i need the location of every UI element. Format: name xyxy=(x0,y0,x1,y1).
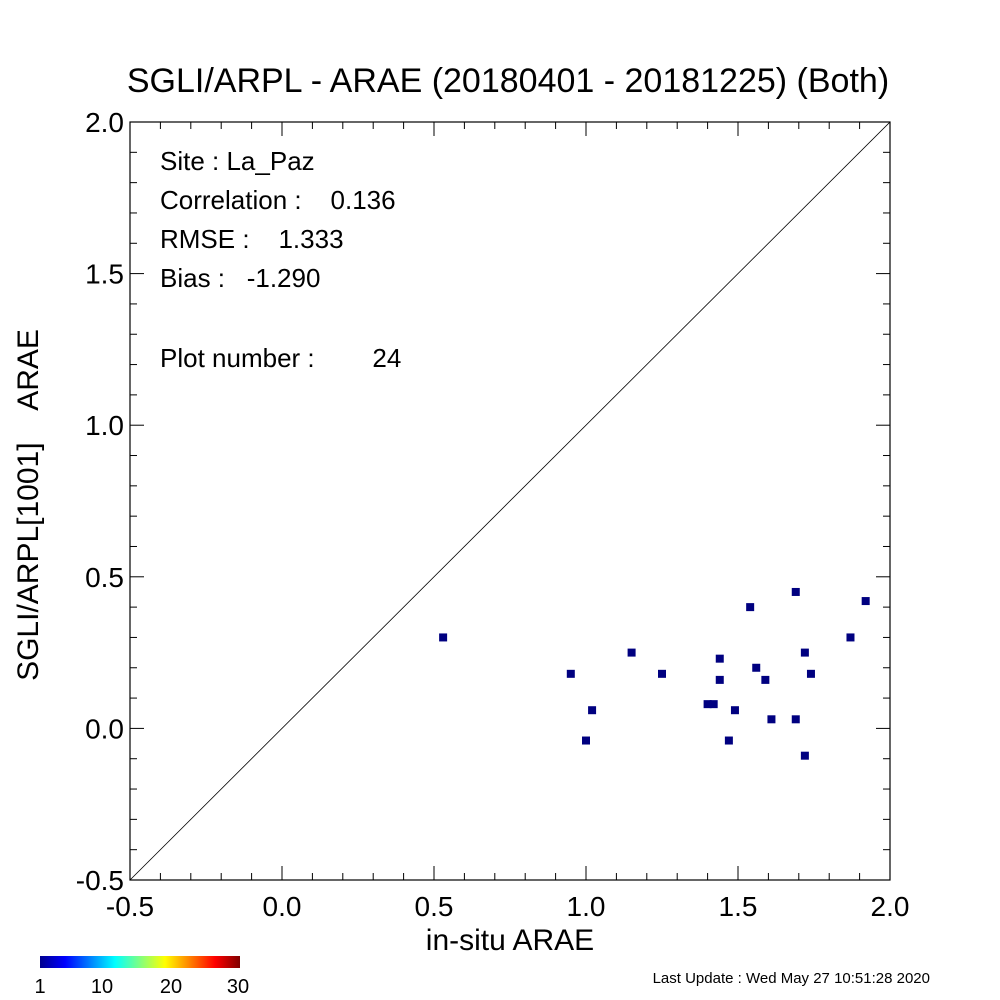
data-point xyxy=(715,654,724,663)
x-axis-title: in-situ ARAE xyxy=(426,924,594,957)
data-point xyxy=(715,675,724,684)
one-to-one-line xyxy=(129,121,891,881)
data-point xyxy=(724,736,733,745)
data-point xyxy=(761,675,770,684)
data-point xyxy=(752,663,761,672)
colorbar-label-1: 1 xyxy=(34,976,45,998)
y-tick-label: 2.0 xyxy=(85,107,124,138)
colorbar-label-30: 30 xyxy=(227,976,249,998)
data-point xyxy=(791,587,800,596)
colorbar xyxy=(40,956,240,968)
y-tick-labels: -0.5 0.0 0.5 1.0 1.5 2.0 xyxy=(76,107,124,896)
data-point xyxy=(806,669,815,678)
stat-plot-number: Plot number : 24 xyxy=(160,343,401,373)
y-axis-title: SGLI/ARPL[1001] ARAE xyxy=(12,329,45,681)
data-point xyxy=(658,669,666,678)
data-point xyxy=(582,736,590,745)
data-point xyxy=(730,706,739,715)
stat-site: Site : La_Paz xyxy=(160,146,315,176)
colorbar-label-20: 20 xyxy=(160,976,182,998)
data-point xyxy=(767,715,776,724)
data-point xyxy=(846,633,855,642)
stat-bias: Bias : -1.290 xyxy=(160,263,320,293)
data-point xyxy=(566,669,575,678)
chart-title: SGLI/ARPL - ARAE (20180401 - 20181225) (… xyxy=(127,62,889,100)
data-point xyxy=(861,597,870,606)
data-point xyxy=(627,648,636,657)
y-tick-label: 1.5 xyxy=(85,259,124,290)
x-tick-label: 1.5 xyxy=(719,891,758,922)
plot-frame xyxy=(129,121,891,881)
x-tick-label: 2.0 xyxy=(871,891,910,922)
x-tick-label: 0.0 xyxy=(263,891,302,922)
data-point xyxy=(800,751,809,760)
y-tick-label: 0.5 xyxy=(85,562,124,593)
data-point xyxy=(746,603,755,612)
x-tick-label: 0.5 xyxy=(415,891,454,922)
colorbar-label-10: 10 xyxy=(91,976,113,998)
x-tick-labels: -0.5 0.0 0.5 1.0 1.5 2.0 xyxy=(106,891,910,922)
y-tick-label: 0.0 xyxy=(85,713,124,744)
data-points xyxy=(439,587,870,760)
data-point xyxy=(703,700,712,709)
x-tick-label: -0.5 xyxy=(106,891,154,922)
data-point xyxy=(439,633,448,642)
last-update-text: Last Update : Wed May 27 10:51:28 2020 xyxy=(653,970,930,987)
data-point xyxy=(588,706,597,715)
data-point xyxy=(709,700,718,709)
y-tick-label: 1.0 xyxy=(85,410,124,441)
axis-ticks xyxy=(129,121,891,881)
stat-correlation: Correlation : 0.136 xyxy=(160,185,396,215)
x-tick-label: 1.0 xyxy=(567,891,606,922)
data-point xyxy=(800,648,809,657)
y-tick-label: -0.5 xyxy=(76,865,124,896)
data-point xyxy=(791,715,800,724)
stat-rmse: RMSE : 1.333 xyxy=(160,224,344,254)
